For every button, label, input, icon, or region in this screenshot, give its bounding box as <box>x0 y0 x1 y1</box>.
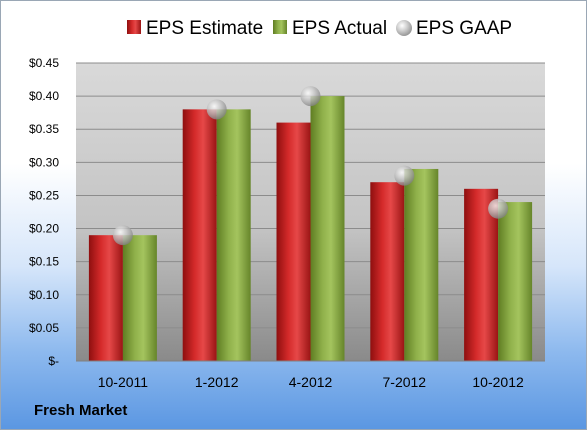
estimate-bar <box>370 182 405 361</box>
gaap-marker <box>488 198 509 219</box>
estimate-bar <box>464 188 499 361</box>
estimate-bar <box>88 235 123 361</box>
y-tick-label: $0.05 <box>29 321 59 335</box>
x-tick-label: 10-2012 <box>472 374 524 390</box>
y-tick-label: $0.45 <box>29 56 59 70</box>
actual-bar <box>310 96 345 361</box>
estimate-bar <box>182 109 217 361</box>
company-name: Fresh Market <box>34 402 128 419</box>
y-tick-label: $0.15 <box>29 255 59 269</box>
legend-swatch-estimate <box>127 20 141 34</box>
y-tick-label: $0.25 <box>29 188 59 202</box>
x-tick-label: 4-2012 <box>289 374 333 390</box>
legend-item-actual: EPS Actual <box>273 18 387 39</box>
legend-label-gaap: EPS GAAP <box>416 18 512 39</box>
y-tick-label: $0.30 <box>29 155 59 169</box>
y-tick-label: $- <box>48 354 59 368</box>
estimate-bar <box>276 122 311 361</box>
legend-swatch-actual <box>273 20 287 34</box>
x-tick-label: 1-2012 <box>195 374 239 390</box>
legend-label-actual: EPS Actual <box>292 18 387 39</box>
actual-bar <box>122 235 157 361</box>
y-tick-label: $0.10 <box>29 288 59 302</box>
bars <box>88 96 533 361</box>
gaap-marker <box>112 225 133 246</box>
y-axis-ticks: $- $0.05 $0.10 $0.15 $0.20 $0.25 $0.30 $0.35 $0.… <box>29 56 59 368</box>
legend-item-estimate: EPS Estimate <box>127 18 263 39</box>
x-axis-labels: 10-2011 1-2012 4-2012 7-2012 10-2012 <box>98 374 524 390</box>
legend-marker-gaap <box>396 20 412 36</box>
legend: EPS Estimate EPS Actual EPS GAAP <box>127 18 512 39</box>
gaap-marker <box>300 86 321 107</box>
x-tick-label: 10-2011 <box>98 374 149 390</box>
actual-bar <box>216 109 251 361</box>
legend-item-gaap: EPS GAAP <box>396 18 512 39</box>
y-tick-label: $0.40 <box>29 89 59 103</box>
actual-bar <box>498 202 533 361</box>
legend-label-estimate: EPS Estimate <box>146 18 263 39</box>
y-tick-label: $0.20 <box>29 222 59 236</box>
gaap-marker <box>394 165 415 186</box>
gaap-markers <box>112 86 509 246</box>
y-tick-label: $0.35 <box>29 122 59 136</box>
x-tick-label: 7-2012 <box>383 374 427 390</box>
actual-bar <box>404 168 439 361</box>
gaap-marker <box>206 99 227 120</box>
